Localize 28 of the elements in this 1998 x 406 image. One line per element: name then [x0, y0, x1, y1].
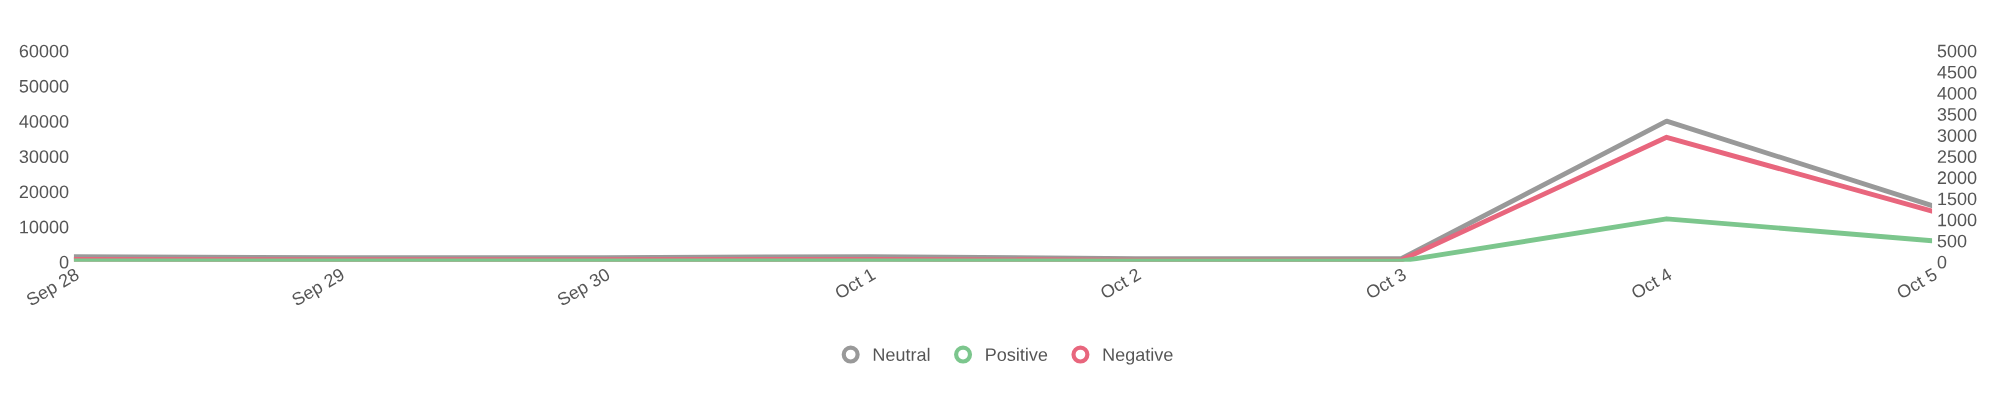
x-tick-label: Oct 5 — [1895, 267, 1939, 300]
x-tick-label: Oct 2 — [1099, 267, 1142, 300]
y2-tick-label: 3500 — [1937, 108, 1977, 121]
y2-tick-label: 3000 — [1937, 129, 1977, 142]
y2-tick-label: 1500 — [1938, 192, 1977, 206]
x-tick-label: Oct 1 — [833, 267, 877, 300]
y2-tick-label: 4000 — [1937, 86, 1977, 100]
y-tick-label: 40000 — [19, 115, 69, 128]
legend-label: Negative — [1103, 347, 1173, 365]
y2-tick-label: 4500 — [1937, 65, 1977, 79]
y2-tick-label: 2500 — [1937, 150, 1977, 164]
legend-label: Positive — [986, 347, 1048, 362]
y-tick-label: 30000 — [19, 150, 69, 164]
legend-label: Neutral — [873, 347, 930, 362]
x-tick-label: Sep 29 — [290, 267, 348, 310]
y-tick-label: 50000 — [19, 79, 69, 93]
y2-tick-label: 500 — [1937, 234, 1967, 248]
y-tick-label: 20000 — [19, 185, 69, 199]
y-tick-label: 0 — [59, 255, 69, 269]
y-tick-label: 60000 — [19, 44, 69, 58]
y2-tick-label: 1000 — [1938, 213, 1977, 227]
y2-tick-label: 2000 — [1937, 171, 1977, 185]
x-tick-label: Sep 30 — [556, 267, 613, 310]
y2-tick-label: 0 — [1937, 255, 1947, 269]
x-tick-label: Oct 3 — [1364, 267, 1408, 300]
y-tick-label: 10000 — [20, 220, 69, 234]
y2-tick-label: 5000 — [1937, 44, 1977, 58]
x-tick-label: Oct 4 — [1630, 267, 1673, 300]
